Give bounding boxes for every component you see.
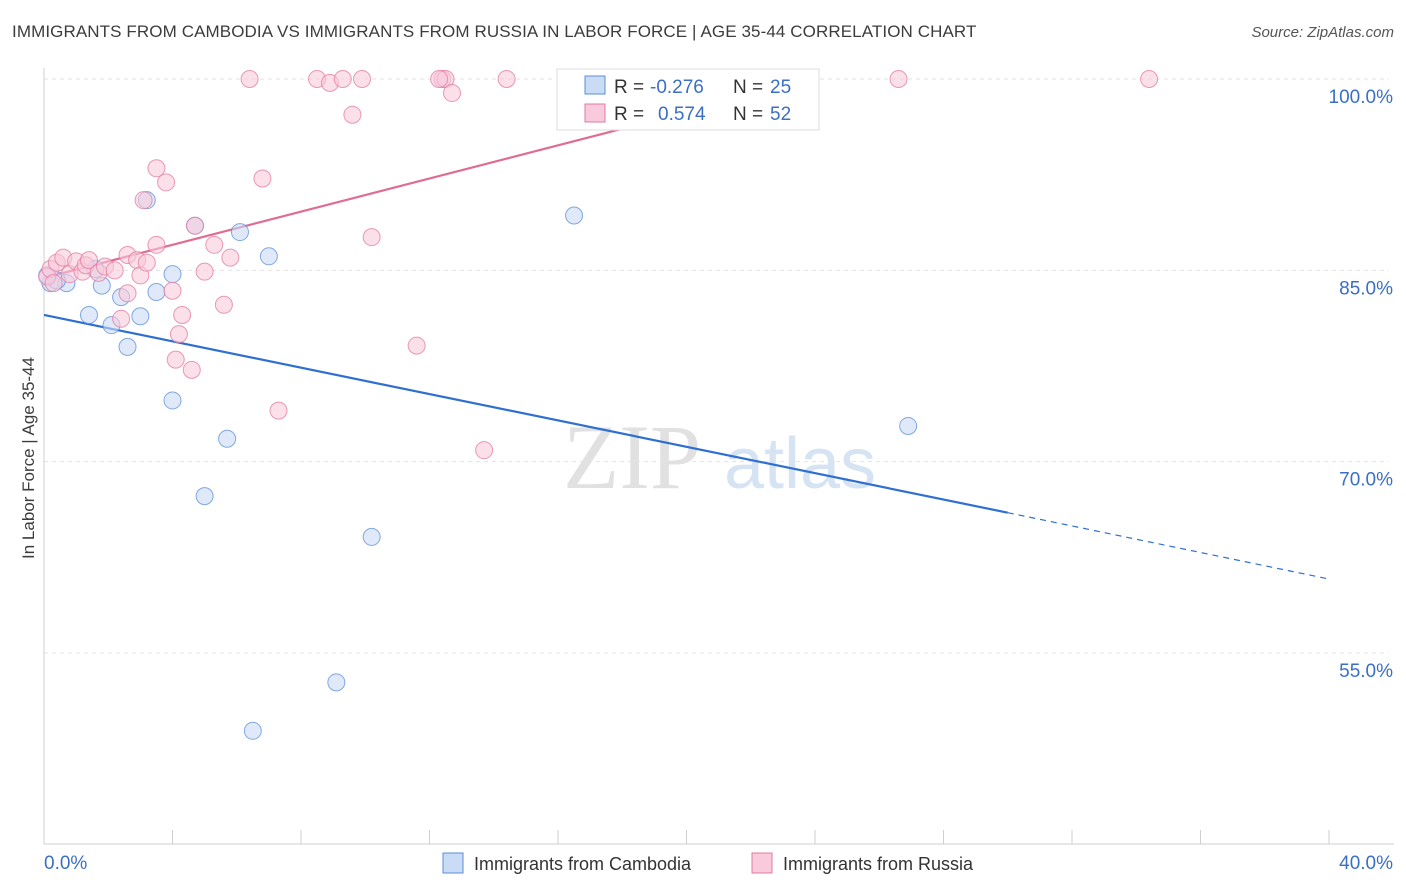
point-cambodia-14: [218, 429, 237, 448]
point-russia-42: [407, 336, 426, 355]
point-russia-31: [214, 295, 233, 314]
data-points: [38, 70, 1159, 740]
point-russia-34: [253, 169, 272, 188]
stats-r-value-cambodia: -0.276: [650, 77, 704, 98]
point-russia-47: [497, 70, 516, 88]
point-cambodia-19: [362, 527, 381, 546]
point-cambodia-11: [163, 391, 182, 410]
stats-r-value-russia: 0.574: [658, 104, 706, 125]
stats-swatch-russia: [584, 103, 606, 123]
x-tick-labels: 0.0% 40.0%: [44, 853, 1393, 874]
point-cambodia-18: [327, 673, 346, 692]
point-russia-30: [205, 235, 224, 254]
point-russia-29: [195, 262, 214, 281]
stats-r-label-russia: R =: [614, 104, 644, 125]
point-cambodia-21: [899, 416, 918, 435]
point-russia-35: [269, 401, 288, 420]
stats-r-label-cambodia: R =: [614, 77, 644, 98]
point-cambodia-7: [131, 307, 150, 326]
point-russia-27: [182, 360, 201, 379]
x-tick-label-0: 0.0%: [44, 853, 87, 874]
point-cambodia-16: [243, 721, 262, 740]
point-cambodia-15: [230, 223, 249, 242]
watermark-atlas: atlas: [724, 424, 876, 504]
legend-swatch-cambodia: [442, 852, 464, 874]
y-tick-labels: 100.0% 85.0% 70.0% 55.0%: [1329, 87, 1394, 682]
point-russia-46: [475, 441, 494, 460]
point-russia-26: [173, 305, 192, 324]
trend-line-cambodia-extension: [1007, 512, 1330, 580]
point-russia-45: [442, 84, 461, 103]
point-russia-22: [157, 173, 176, 192]
point-russia-33: [240, 70, 259, 88]
point-russia-32: [221, 248, 240, 267]
stats-n-value-russia: 52: [770, 104, 791, 125]
y-axis-label: In Labor Force | Age 35-44: [19, 357, 38, 559]
point-cambodia-9: [147, 283, 166, 302]
point-russia-18: [134, 191, 153, 210]
point-russia-25: [169, 325, 188, 344]
x-tick-label-1: 40.0%: [1339, 853, 1393, 874]
point-russia-49: [889, 70, 908, 88]
source-credit: Source: ZipAtlas.com: [1251, 24, 1394, 41]
point-russia-38: [333, 70, 352, 88]
point-russia-2: [44, 274, 63, 293]
legend-label-cambodia: Immigrants from Cambodia: [474, 854, 692, 874]
series-legend: Immigrants from Cambodia Immigrants from…: [442, 852, 974, 874]
point-russia-41: [362, 228, 381, 247]
point-russia-21: [147, 235, 166, 254]
stats-legend: R = -0.276 N = 25 R = 0.574 N = 52: [556, 68, 820, 131]
trend-line-cambodia: [43, 313, 1008, 514]
point-russia-12: [105, 261, 124, 280]
point-cambodia-20: [565, 206, 584, 225]
point-russia-24: [166, 350, 185, 369]
point-cambodia-17: [259, 247, 278, 266]
y-tick-label-2: 70.0%: [1339, 470, 1393, 491]
point-russia-40: [353, 70, 372, 88]
y-tick-label-0: 100.0%: [1329, 87, 1394, 108]
point-cambodia-6: [118, 337, 137, 356]
point-russia-9: [79, 251, 98, 270]
stats-n-label-russia: N =: [733, 104, 763, 125]
point-cambodia-13: [195, 487, 214, 506]
point-russia-20: [147, 159, 166, 178]
point-russia-51: [430, 70, 449, 88]
y-tick-label-1: 85.0%: [1339, 278, 1393, 299]
point-cambodia-2: [79, 305, 98, 324]
stats-n-label-cambodia: N =: [733, 77, 763, 98]
stats-swatch-cambodia: [584, 75, 606, 95]
point-russia-39: [343, 105, 362, 124]
legend-label-russia: Immigrants from Russia: [783, 854, 974, 874]
watermark-zip: ZIP: [563, 406, 701, 508]
point-russia-19: [137, 253, 156, 272]
point-russia-50: [1140, 70, 1159, 88]
point-russia-15: [118, 284, 137, 303]
point-cambodia-10: [163, 265, 182, 284]
axes: [43, 68, 1394, 845]
chart-title: IMMIGRANTS FROM CAMBODIA VS IMMIGRANTS F…: [12, 22, 977, 41]
point-russia-13: [112, 309, 131, 328]
legend-swatch-russia: [751, 852, 773, 874]
point-russia-23: [163, 281, 182, 300]
gridlines: [44, 78, 1389, 654]
stats-n-value-cambodia: 25: [770, 77, 791, 98]
y-tick-label-3: 55.0%: [1339, 661, 1393, 682]
point-russia-28: [185, 216, 204, 235]
